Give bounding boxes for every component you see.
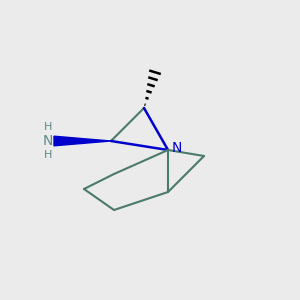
Polygon shape — [54, 136, 111, 146]
Text: N: N — [43, 134, 53, 148]
Text: N: N — [171, 142, 182, 155]
Text: H: H — [44, 122, 52, 132]
Text: H: H — [44, 150, 52, 161]
